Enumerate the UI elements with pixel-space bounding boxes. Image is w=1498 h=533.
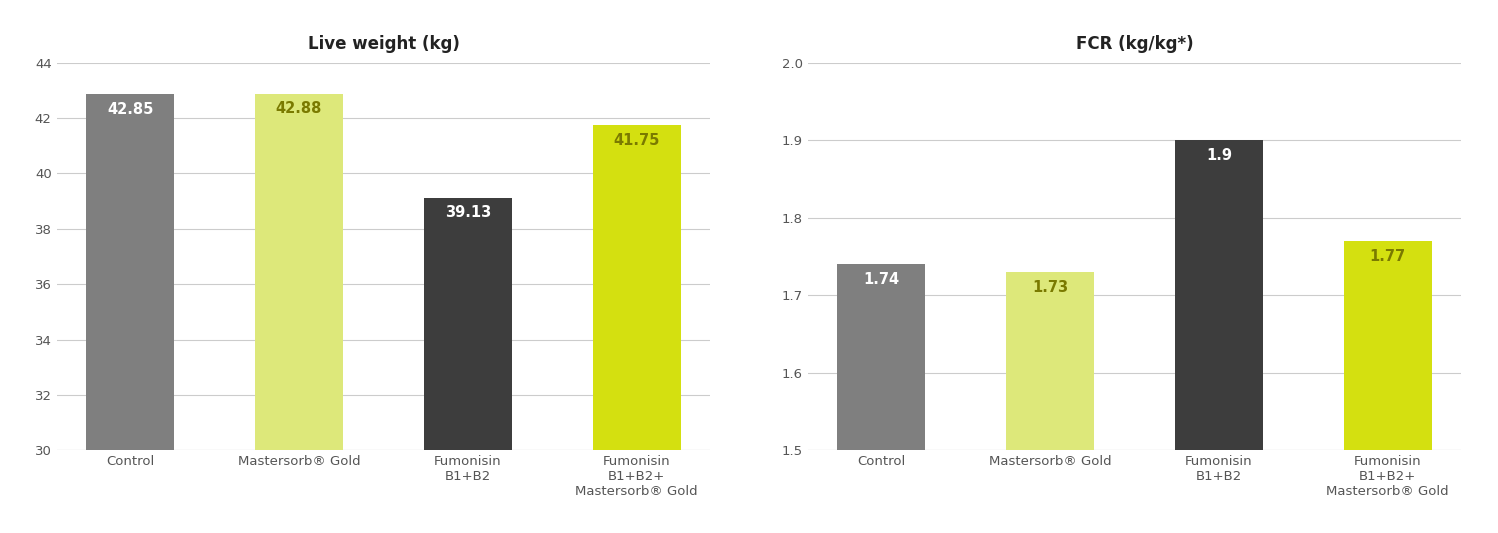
Text: 1.77: 1.77 [1369, 249, 1405, 264]
Text: 42.88: 42.88 [276, 101, 322, 116]
Text: 1.74: 1.74 [863, 272, 899, 287]
Text: 39.13: 39.13 [445, 205, 491, 220]
Bar [1174, 140, 1263, 450]
Text: 41.75: 41.75 [614, 133, 661, 148]
Text: 1.73: 1.73 [1032, 280, 1068, 295]
Bar [593, 125, 680, 450]
Title: FCR (kg/kg*): FCR (kg/kg*) [1076, 35, 1194, 53]
Bar [424, 198, 512, 450]
Title: Live weight (kg): Live weight (kg) [307, 35, 460, 53]
Text: 1.9: 1.9 [1206, 148, 1231, 163]
Bar [1007, 272, 1094, 450]
Bar [87, 94, 174, 450]
Bar [837, 264, 926, 450]
Bar [255, 94, 343, 450]
Bar [1344, 241, 1432, 450]
Text: 42.85: 42.85 [106, 102, 153, 117]
